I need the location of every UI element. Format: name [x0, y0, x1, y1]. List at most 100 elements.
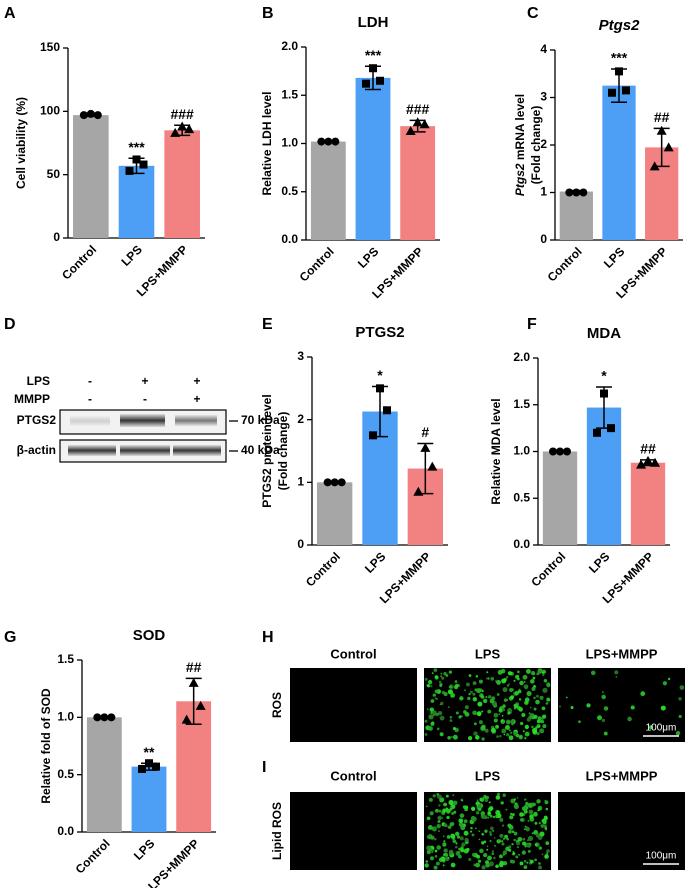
chart-title: SOD [133, 627, 166, 644]
fluorescent-cell [429, 707, 435, 712]
data-point [643, 455, 653, 465]
column-label: LPS [475, 768, 501, 783]
panel-label: H [262, 629, 274, 646]
fluorescent-cell [535, 699, 540, 705]
fluorescent-cell [529, 859, 531, 862]
fluorescent-cell [496, 680, 501, 685]
fluorescent-cell [435, 697, 438, 700]
significance-label: ## [640, 441, 656, 457]
band-label: PTGS2 [17, 413, 57, 427]
x-tick-label: Control [528, 549, 568, 589]
x-tick-label: Control [545, 244, 585, 284]
fluorescent-cell [445, 794, 449, 798]
data-point [412, 117, 423, 127]
fluorescent-cell [481, 814, 485, 819]
data-point [79, 111, 88, 120]
fluorescent-cell [508, 729, 511, 732]
fluorescent-cell [513, 679, 516, 682]
fluorescent-cell [426, 849, 432, 855]
y-axis-label: (Fold change) [529, 106, 543, 185]
fluorescent-cell [457, 835, 461, 839]
fluorescent-cell [478, 803, 482, 808]
fluorescent-cell [544, 826, 548, 830]
y-tick-label: 2.0 [513, 350, 530, 364]
fluorescent-cell [502, 850, 508, 855]
fluorescent-cell [438, 830, 440, 832]
fluorescent-cell [540, 719, 545, 724]
data-point [563, 447, 571, 456]
fluorescent-cell [488, 801, 491, 804]
treatment-sign: + [141, 374, 148, 388]
fluorescent-cell [513, 703, 518, 708]
fluorescent-cell [538, 865, 542, 870]
fluorescent-cell [498, 713, 501, 715]
fluorescent-cell [522, 806, 528, 812]
data-point [593, 428, 601, 437]
data-point [93, 713, 102, 722]
fluorescent-cell [505, 719, 511, 725]
fluorescent-cell [542, 820, 547, 825]
western-blot [59, 409, 238, 463]
significance-label: ## [186, 659, 202, 675]
y-tick-label: 0.0 [513, 537, 530, 551]
fluorescent-cell [522, 841, 527, 846]
blot-band [175, 415, 217, 426]
micrograph-background [290, 668, 417, 742]
fluorescent-cell [471, 816, 477, 822]
data-point [663, 142, 674, 152]
data-point [549, 447, 557, 456]
panel-label: G [4, 629, 16, 646]
fluorescent-cell [603, 706, 609, 711]
fluorescent-cell [455, 831, 460, 836]
fluorescent-cell [590, 670, 596, 676]
fluorescent-cell [597, 715, 603, 721]
fluorescent-cell [439, 732, 444, 737]
y-tick-label: 1.5 [513, 397, 530, 411]
bar [400, 126, 436, 240]
fluorescent-cell [484, 796, 487, 799]
data-point [195, 700, 206, 710]
fluorescent-cell [487, 677, 490, 680]
fluorescent-cell [502, 793, 506, 798]
fluorescent-cell [520, 721, 524, 726]
data-point [181, 714, 192, 724]
significance-label: * [377, 367, 383, 383]
fluorescent-cell [439, 715, 445, 721]
fluorescent-cell [493, 856, 496, 860]
fluorescent-cell [505, 846, 510, 852]
y-tick-label: 1.0 [57, 710, 74, 724]
fluorescent-cell [429, 856, 435, 861]
fluorescent-cell [510, 812, 513, 815]
fluorescent-cell [472, 692, 476, 696]
fluorescent-cell [510, 688, 514, 692]
fluorescent-cell [450, 693, 456, 698]
fluorescent-cell [541, 853, 544, 856]
y-tick-label: 1.0 [281, 136, 298, 150]
fluorescent-cell [499, 735, 502, 738]
fluorescent-cell [443, 802, 447, 807]
fluorescent-cell [501, 840, 504, 843]
y-tick-label: 3 [297, 349, 304, 363]
fluorescent-cell [428, 726, 433, 731]
fluorescent-cell [424, 733, 428, 736]
treatment-sign: + [193, 374, 200, 388]
fluorescent-cell [455, 842, 458, 845]
bar [542, 451, 578, 545]
fluorescent-cell [437, 711, 443, 716]
fluorescent-cell [540, 824, 545, 828]
fluorescent-cell [490, 826, 494, 831]
fluorescent-cell [430, 835, 435, 840]
fluorescent-cell [507, 671, 512, 676]
fluorescent-cell [510, 731, 513, 734]
fluorescent-cell [489, 833, 493, 836]
fluorescent-cell [481, 689, 484, 693]
fluorescent-cell [475, 811, 480, 815]
fluorescent-cell [486, 845, 489, 848]
fluorescent-cell [523, 865, 528, 870]
blot-band [173, 445, 221, 456]
fluorescent-cell [502, 861, 508, 866]
fluorescent-cell [505, 732, 510, 737]
data-point [362, 79, 370, 88]
data-point [376, 76, 384, 85]
y-tick-label: 0 [53, 230, 60, 244]
